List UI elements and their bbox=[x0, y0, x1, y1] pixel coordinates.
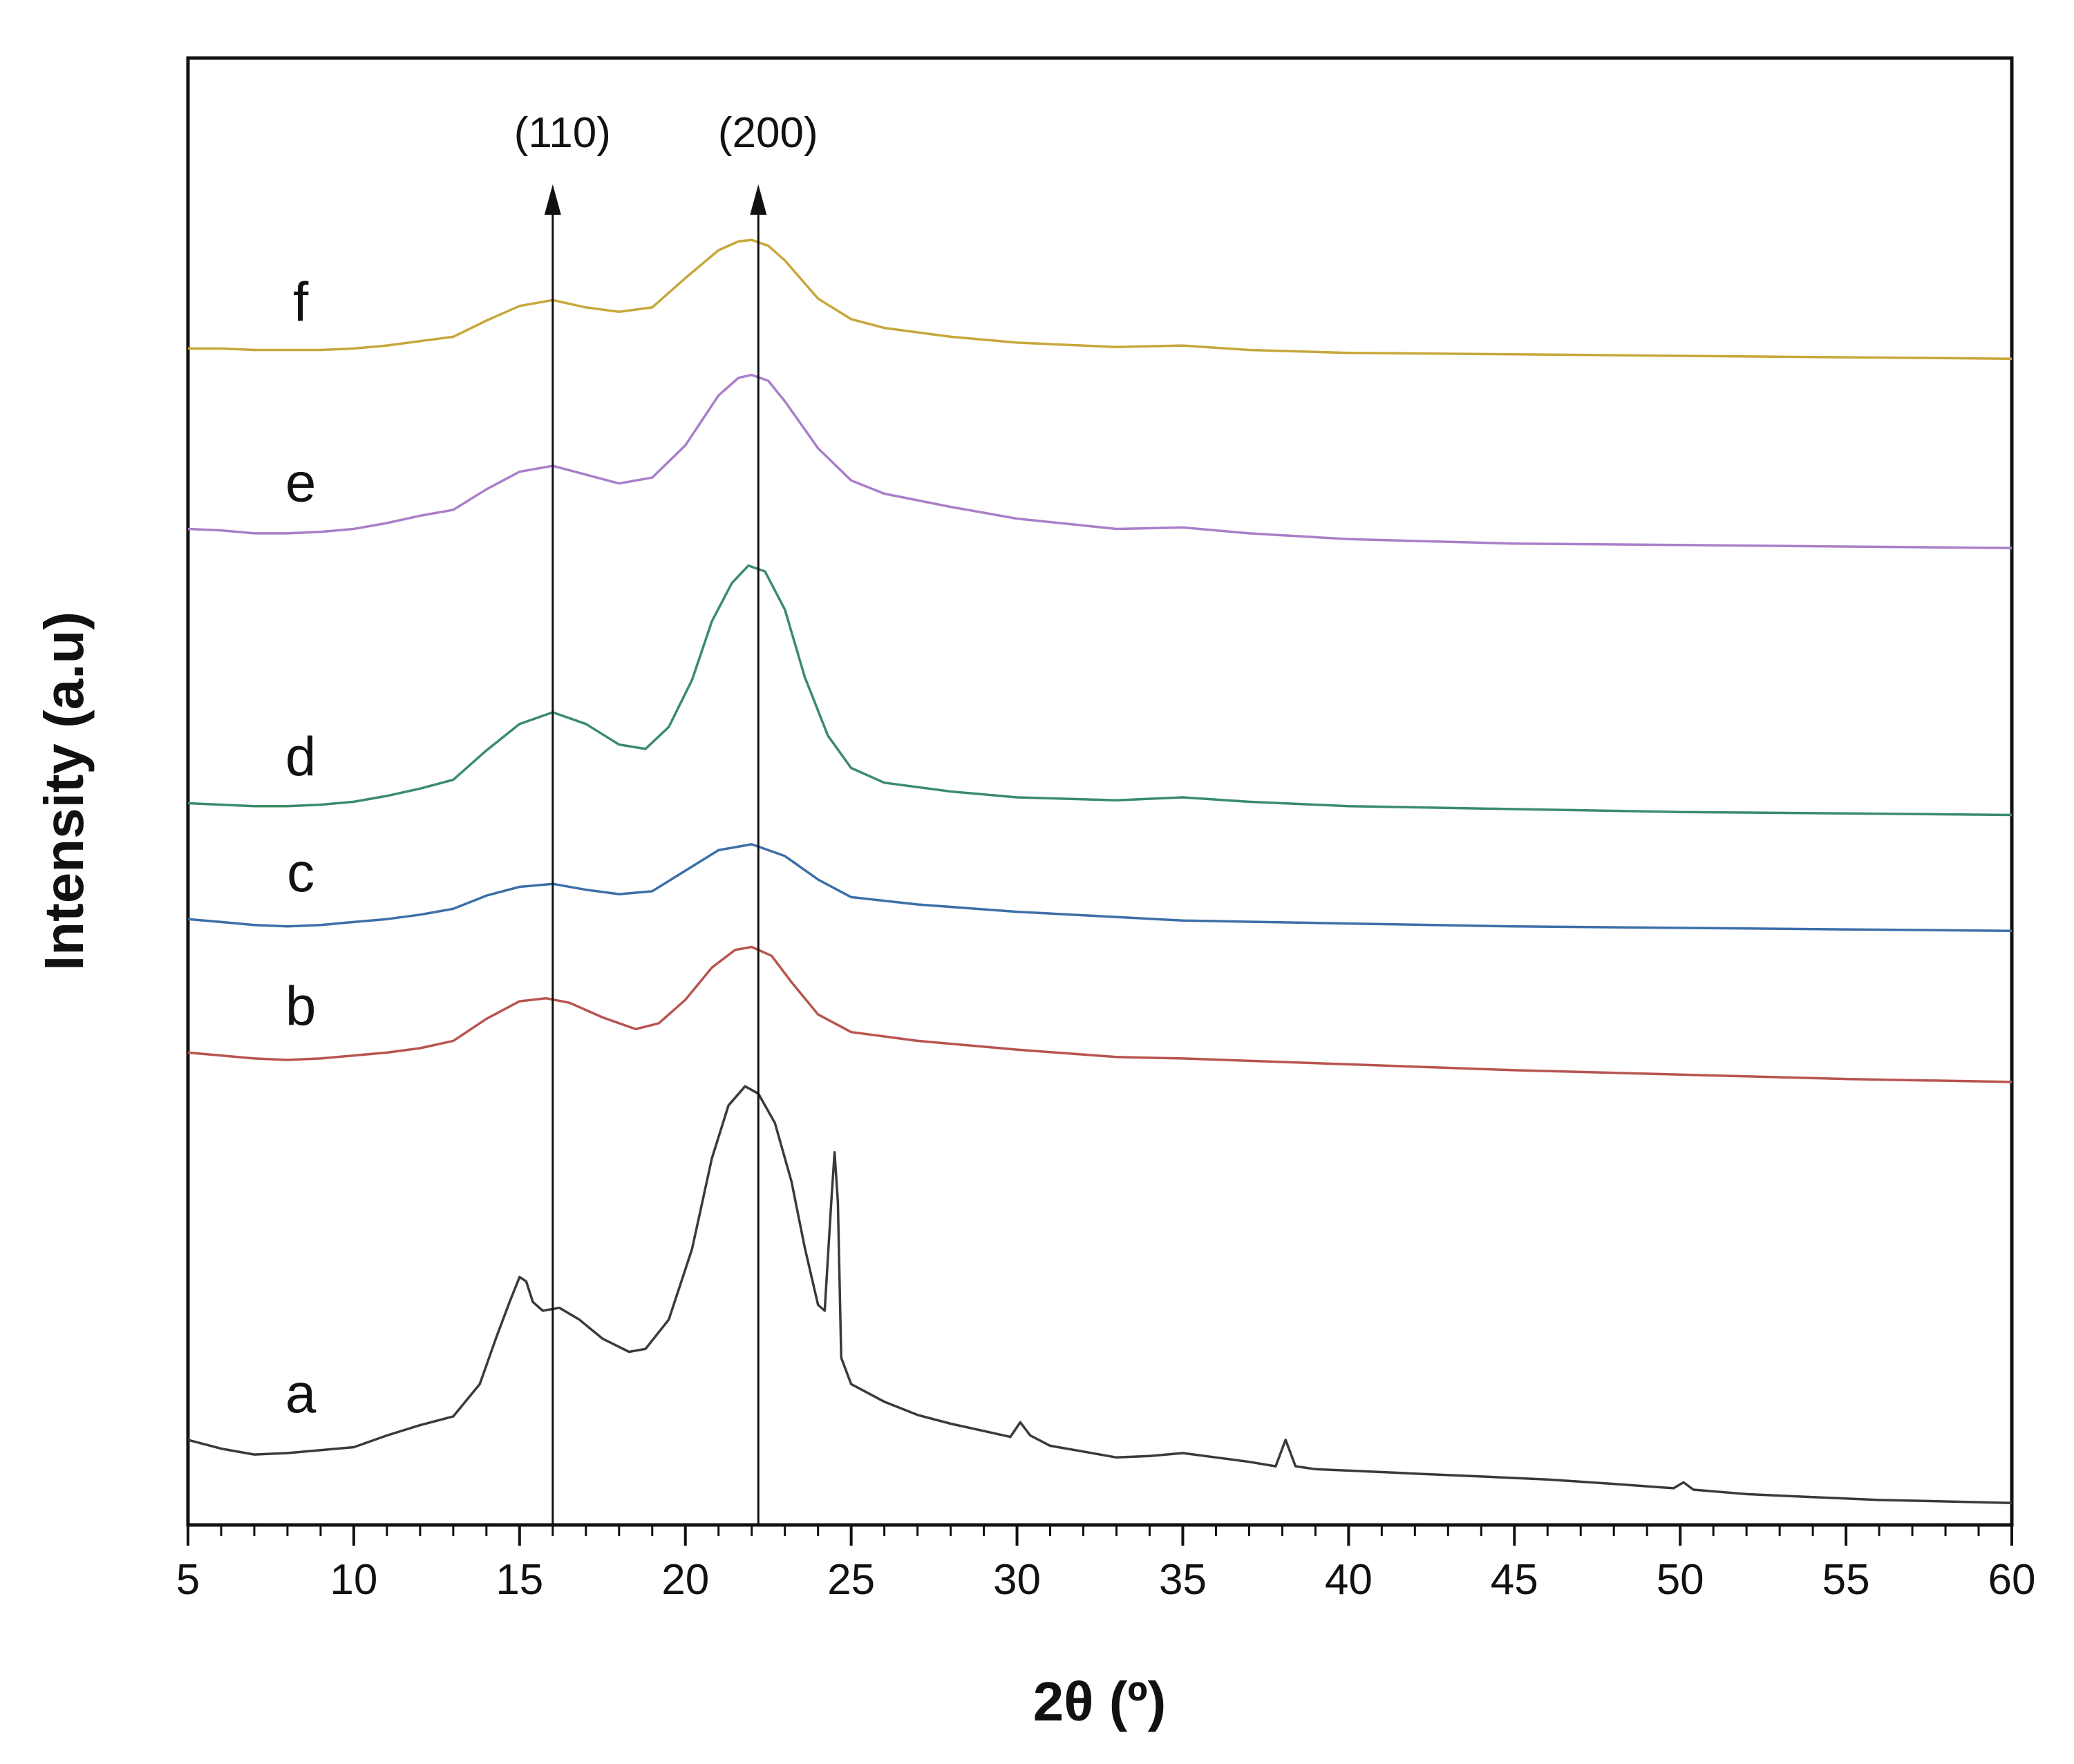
series-line-c bbox=[187, 843, 2012, 932]
series-line-b bbox=[187, 945, 2012, 1083]
x-tick-label: 60 bbox=[1988, 1556, 2036, 1604]
x-axis-title: 2θ (º) bbox=[1033, 1671, 1166, 1732]
series-label-a: a bbox=[285, 1363, 317, 1424]
x-tick-label: 30 bbox=[993, 1556, 1041, 1604]
series-label-e: e bbox=[285, 451, 317, 513]
x-tick-label: 20 bbox=[661, 1556, 709, 1604]
x-tick-label: 25 bbox=[827, 1556, 875, 1604]
x-tick-label: 35 bbox=[1159, 1556, 1207, 1604]
x-axis-ticks: 5 10 15 20 25 30 35 40 45 50 55 60 bbox=[176, 1525, 2036, 1604]
peak-arrow-head bbox=[544, 184, 561, 215]
peak-marker-layer: (110) (200) bbox=[514, 109, 818, 1525]
series-line-e bbox=[187, 373, 2012, 549]
series-label-layer: a b cd e f bbox=[285, 271, 317, 1424]
series-line-a bbox=[187, 1085, 2012, 1504]
series-label-c: c bbox=[287, 842, 314, 903]
x-tick-label: 45 bbox=[1491, 1556, 1538, 1604]
x-tick-label: 55 bbox=[1822, 1556, 1870, 1604]
series-line-f bbox=[188, 238, 2012, 360]
series-label-b: b bbox=[285, 975, 317, 1036]
series-label-d: d bbox=[285, 725, 317, 787]
y-axis-title: Intensity (a.u) bbox=[33, 611, 95, 971]
plot-frame bbox=[186, 56, 2014, 1527]
peak-label: (110) bbox=[514, 109, 611, 157]
x-tick-label: 10 bbox=[330, 1556, 377, 1604]
peak-arrow-head bbox=[750, 184, 767, 215]
x-tick-label: 50 bbox=[1657, 1556, 1704, 1604]
x-tick-label: 5 bbox=[176, 1556, 200, 1604]
x-tick-label: 40 bbox=[1325, 1556, 1373, 1604]
series-line-d bbox=[187, 564, 2012, 817]
series-label-f: f bbox=[293, 271, 309, 332]
peak-label: (200) bbox=[718, 109, 818, 157]
x-tick-label: 15 bbox=[496, 1556, 543, 1604]
series-layer bbox=[187, 238, 2012, 1504]
